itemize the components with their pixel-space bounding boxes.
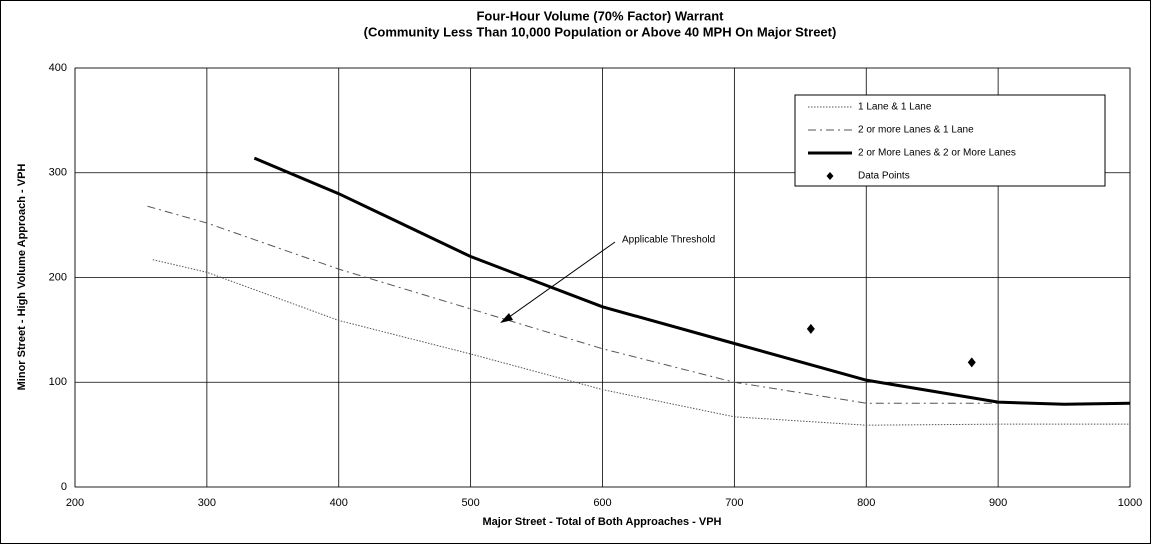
plot — [147, 156, 1131, 426]
x-tick-label: 400 — [330, 497, 348, 509]
annotation-arrow — [504, 241, 616, 321]
y-axis-label: Minor Street - High Volume Approach - VP… — [16, 164, 28, 391]
chart-title: Four-Hour Volume (70% Factor) Warrant — [476, 8, 724, 23]
x-tick-label: 1000 — [1118, 497, 1142, 509]
legend-swatch — [826, 172, 834, 180]
series-line — [253, 156, 1131, 406]
y-tick-label: 200 — [49, 271, 67, 283]
series-line — [147, 205, 999, 404]
arrow-head — [500, 313, 513, 323]
legend-label: 2 or more Lanes & 1 Lane — [858, 125, 974, 136]
chart-subtitle: (Community Less Than 10,000 Population o… — [364, 24, 837, 39]
x-tick-label: 500 — [461, 497, 479, 509]
series-line — [152, 259, 1130, 426]
legend — [794, 94, 1106, 187]
legend-label: Data Points — [858, 171, 910, 182]
x-tick-label: 200 — [66, 497, 84, 509]
y-tick-label: 100 — [49, 376, 67, 388]
legend-label: 1 Lane & 1 Lane — [858, 102, 932, 113]
x-tick-label: 700 — [725, 497, 743, 509]
x-axis-label: Major Street - Total of Both Approaches … — [483, 516, 722, 528]
x-tick-label: 900 — [989, 497, 1007, 509]
data-point — [806, 323, 815, 334]
x-tick-label: 300 — [198, 497, 216, 509]
x-tick-label: 800 — [857, 497, 875, 509]
y-tick-label: 400 — [49, 62, 67, 74]
x-tick-label: 600 — [593, 497, 611, 509]
annotation: Applicable Threshold — [622, 235, 715, 246]
legend-label: 2 or More Lanes & 2 or More Lanes — [858, 148, 1016, 159]
data-point — [967, 357, 976, 368]
y-tick-label: 0 — [61, 481, 67, 493]
y-tick-label: 300 — [49, 167, 67, 179]
